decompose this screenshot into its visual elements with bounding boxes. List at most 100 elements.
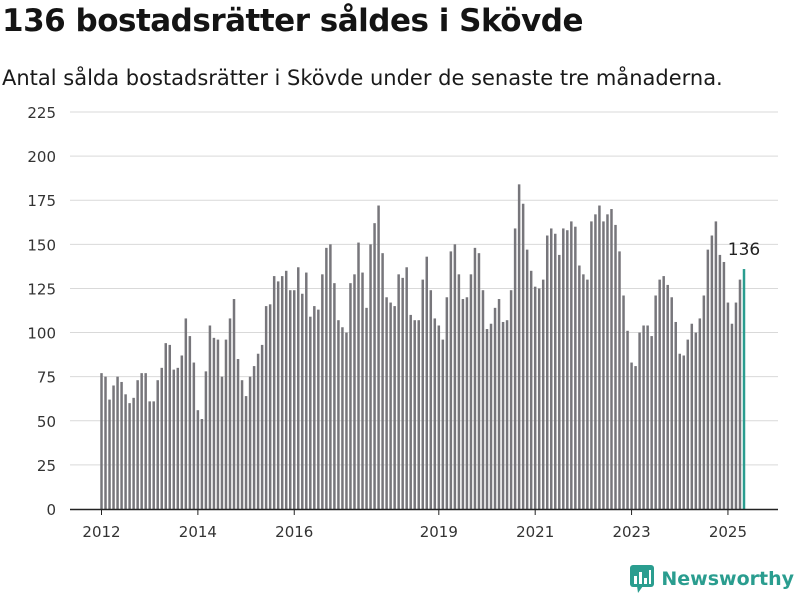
bars: [100, 184, 746, 510]
bar: [690, 323, 694, 509]
bar: [180, 355, 184, 509]
bar-highlight: [742, 269, 746, 509]
y-tick-label: 225: [27, 104, 56, 122]
bar: [533, 286, 537, 509]
bar: [465, 297, 469, 509]
bar: [333, 283, 336, 509]
bar: [345, 332, 348, 509]
x-tick-label: 2023: [612, 523, 650, 541]
y-tick-label: 0: [46, 501, 56, 519]
bar: [116, 376, 119, 509]
bar: [738, 279, 742, 509]
bar: [722, 261, 726, 509]
bar: [365, 307, 368, 509]
y-tick-label: 75: [37, 369, 56, 387]
bar: [224, 339, 228, 509]
bar: [702, 295, 706, 509]
bar: [710, 235, 714, 509]
bar: [554, 233, 557, 509]
bar: [164, 343, 167, 509]
bar: [634, 366, 637, 509]
bar: [288, 290, 292, 509]
brand-logo[interactable]: Newsworthy: [629, 564, 794, 594]
bar: [501, 321, 505, 509]
bar: [172, 369, 176, 509]
bar: [493, 307, 497, 509]
bar: [389, 302, 392, 509]
bar: [188, 336, 192, 509]
bar: [734, 302, 738, 509]
bar: [666, 284, 669, 509]
bar: [136, 380, 139, 509]
bar: [578, 265, 581, 509]
bar: [714, 221, 718, 509]
bar: [309, 316, 312, 509]
bar: [409, 314, 412, 509]
bar: [682, 355, 686, 509]
bar: [240, 380, 244, 509]
bar: [481, 290, 485, 509]
y-tick-label: 150: [27, 236, 56, 254]
bar: [473, 247, 477, 510]
bar: [730, 323, 734, 509]
bar: [252, 366, 256, 509]
chart-title: 136 bostadsrätter såldes i Skövde: [2, 3, 583, 39]
bar: [264, 306, 268, 509]
bar: [305, 272, 308, 509]
bar: [489, 323, 493, 509]
bar: [638, 332, 641, 509]
axes: 0 25 50 75 100 125 150 175 200 225 136 2012 2014 2016…: [27, 104, 778, 541]
bar: [698, 318, 702, 509]
bar: [513, 228, 517, 509]
bar: [429, 290, 433, 509]
y-tick-label: 100: [27, 325, 56, 343]
bar: [505, 320, 509, 509]
bar: [192, 362, 196, 509]
x-tick-label: 2019: [420, 523, 458, 541]
x-tick-label: 2014: [179, 523, 217, 541]
y-tick-label: 175: [27, 192, 56, 210]
bar: [654, 295, 657, 509]
bar: [228, 318, 232, 509]
bar: [445, 297, 449, 509]
bar: [706, 249, 710, 509]
bar: [124, 394, 127, 509]
bar: [232, 299, 236, 509]
bar: [361, 272, 364, 509]
bar: [369, 244, 372, 509]
bar: [108, 399, 111, 509]
bar: [313, 306, 316, 509]
bar: [509, 290, 513, 509]
bar: [437, 325, 441, 509]
bar: [268, 304, 272, 509]
bar: [570, 221, 573, 509]
brand-name: Newsworthy: [661, 568, 794, 590]
bar: [248, 376, 252, 509]
bar: [630, 362, 633, 509]
chart-subtitle: Antal sålda bostadsrätter i Skövde under…: [2, 66, 723, 90]
y-tick-label: 125: [27, 280, 56, 298]
bar: [357, 242, 360, 509]
bar: [413, 320, 416, 509]
bar: [276, 281, 280, 509]
bar: [212, 337, 216, 509]
bar: [120, 381, 123, 509]
bar: [477, 253, 481, 509]
bar: [377, 205, 380, 509]
bar: [397, 274, 400, 509]
bar: [401, 277, 404, 509]
bar: [662, 276, 665, 509]
bar: [132, 397, 135, 509]
bar: [433, 318, 437, 509]
bar: [670, 297, 673, 509]
y-tick-label: 50: [37, 413, 56, 431]
bar: [582, 274, 585, 509]
bar: [602, 221, 605, 509]
bar: [718, 254, 722, 509]
bar: [156, 380, 159, 509]
bar: [642, 325, 645, 509]
bar: [610, 209, 613, 510]
bar: [537, 288, 541, 509]
bar: [341, 327, 344, 509]
